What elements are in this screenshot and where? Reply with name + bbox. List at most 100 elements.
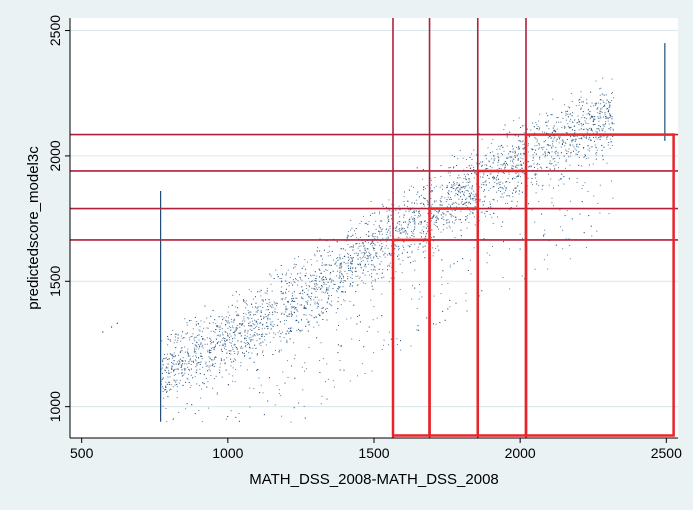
- data-point: [196, 346, 198, 348]
- data-point: [401, 272, 403, 274]
- data-point: [226, 352, 228, 354]
- data-point: [175, 347, 177, 349]
- data-point: [381, 243, 383, 244]
- data-point: [223, 337, 225, 339]
- data-point: [195, 348, 197, 350]
- data-point: [609, 102, 611, 103]
- data-point: [397, 222, 399, 224]
- data-point: [495, 178, 497, 180]
- data-point: [216, 392, 218, 394]
- data-point: [198, 410, 200, 412]
- data-point: [585, 247, 587, 249]
- data-point: [334, 263, 336, 265]
- data-point: [339, 258, 341, 260]
- data-point: [549, 168, 551, 170]
- data-point: [332, 288, 334, 289]
- data-point: [376, 317, 378, 319]
- data-point: [340, 267, 342, 269]
- data-point: [420, 222, 422, 224]
- data-point: [538, 184, 540, 186]
- data-point: [226, 322, 228, 324]
- data-point: [528, 136, 530, 138]
- data-point: [234, 335, 236, 337]
- data-point: [230, 365, 232, 367]
- data-point: [420, 236, 422, 238]
- data-point: [458, 174, 460, 176]
- data-point: [555, 164, 557, 166]
- data-point: [510, 151, 512, 152]
- data-point: [205, 361, 207, 363]
- data-point: [564, 126, 566, 128]
- data-point: [556, 128, 558, 130]
- data-point: [219, 366, 221, 368]
- data-point: [166, 366, 168, 368]
- data-point: [268, 303, 270, 305]
- data-point: [543, 235, 545, 237]
- data-point: [512, 162, 514, 164]
- data-point: [414, 269, 416, 271]
- data-point: [590, 129, 592, 131]
- data-point: [463, 193, 465, 195]
- data-point: [505, 203, 507, 205]
- data-point: [510, 207, 512, 209]
- data-point: [321, 255, 323, 257]
- data-point: [430, 198, 432, 199]
- data-point: [473, 149, 475, 151]
- data-point: [367, 260, 369, 262]
- data-point: [455, 218, 457, 220]
- data-point: [536, 141, 538, 143]
- data-point: [453, 202, 455, 204]
- data-point: [374, 280, 376, 282]
- data-point: [446, 222, 448, 224]
- data-point: [233, 360, 235, 362]
- data-point: [270, 323, 272, 325]
- data-point: [262, 333, 264, 335]
- data-point: [375, 220, 377, 222]
- data-point: [237, 340, 239, 342]
- data-point: [367, 271, 369, 272]
- data-point: [450, 205, 451, 207]
- data-point: [281, 281, 282, 283]
- data-point: [545, 139, 546, 141]
- data-point: [426, 185, 428, 186]
- data-point: [599, 130, 600, 132]
- data-point: [553, 125, 555, 127]
- data-point: [296, 309, 298, 311]
- data-point: [326, 363, 328, 365]
- data-point: [442, 270, 444, 272]
- data-point: [320, 403, 322, 405]
- data-point: [260, 310, 262, 312]
- data-point: [509, 150, 511, 152]
- data-point: [225, 369, 227, 371]
- data-point: [370, 257, 372, 259]
- data-point: [232, 347, 234, 349]
- data-point: [337, 270, 338, 272]
- data-point: [574, 132, 576, 134]
- data-point: [485, 180, 487, 182]
- data-point: [374, 212, 376, 214]
- data-point: [473, 216, 475, 218]
- data-point: [199, 385, 201, 387]
- data-point: [583, 135, 585, 137]
- data-point: [364, 265, 366, 267]
- data-point: [476, 183, 477, 185]
- data-point: [231, 318, 232, 320]
- data-point: [469, 196, 471, 198]
- data-point: [339, 286, 341, 288]
- data-point: [179, 379, 181, 381]
- data-point: [488, 160, 490, 162]
- data-point: [212, 359, 214, 361]
- data-point: [257, 309, 259, 311]
- data-point: [173, 360, 175, 362]
- data-point: [407, 224, 409, 226]
- data-point: [232, 327, 234, 329]
- data-point: [555, 131, 556, 133]
- data-point: [337, 288, 338, 290]
- data-point: [476, 154, 478, 156]
- data-point: [389, 233, 391, 235]
- data-point: [358, 245, 360, 247]
- data-point: [555, 140, 557, 142]
- data-point: [514, 151, 516, 153]
- data-point: [288, 313, 290, 315]
